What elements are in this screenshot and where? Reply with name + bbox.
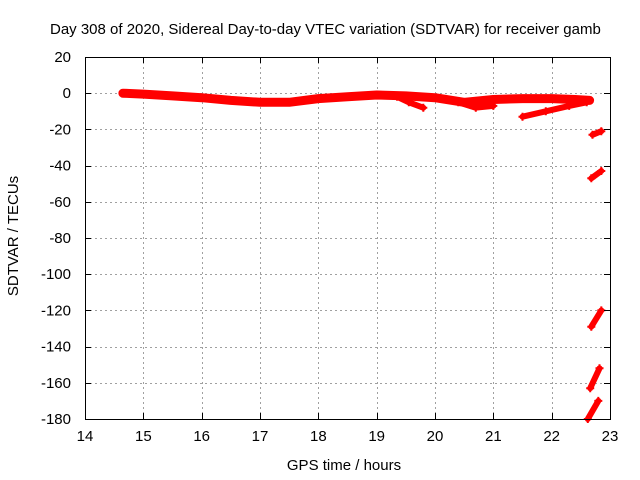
series-spur-3 — [519, 99, 590, 120]
x-tick-label: 15 — [135, 428, 152, 445]
data-point — [597, 167, 606, 175]
data-point — [256, 98, 264, 107]
y-tick-label: -160 — [41, 375, 71, 392]
y-tick-label: -40 — [49, 158, 71, 175]
x-tick-label: 18 — [310, 428, 327, 445]
data-point — [419, 103, 428, 112]
data-point — [489, 101, 498, 110]
y-tick-label: 20 — [54, 49, 71, 66]
data-point — [226, 96, 235, 105]
data-point — [285, 98, 294, 107]
data-point — [197, 93, 206, 102]
data-point — [597, 127, 606, 136]
data-point — [586, 384, 595, 393]
data-point — [588, 130, 597, 139]
data-point — [393, 92, 402, 101]
y-tick-label: -20 — [49, 121, 71, 138]
data-point — [547, 94, 556, 103]
y-tick-label: 0 — [63, 85, 71, 102]
grid-lines — [85, 57, 610, 419]
data-point — [314, 94, 323, 103]
data-point — [518, 94, 527, 103]
y-tick-label: -180 — [41, 411, 71, 428]
x-axis-label: GPS time / hours — [287, 457, 401, 474]
data-point — [565, 101, 574, 110]
chart-title: Day 308 of 2020, Sidereal Day-to-day VTE… — [50, 21, 601, 38]
y-tick-label: -140 — [41, 339, 71, 356]
y-tick-label: -80 — [49, 230, 71, 247]
series-seg-b — [588, 168, 605, 182]
y-axis-label: SDTVAR / TECUs — [5, 176, 22, 296]
x-tick-label: 22 — [543, 428, 560, 445]
data-point — [431, 93, 439, 102]
data-point — [541, 107, 550, 116]
x-tick-label: 20 — [427, 428, 444, 445]
series-main-trace — [118, 88, 595, 107]
data-point — [404, 98, 413, 107]
data-point — [582, 98, 591, 107]
series-seg-e — [584, 397, 602, 422]
data-point — [139, 90, 148, 99]
data-point — [597, 306, 606, 315]
x-tick-label: 16 — [193, 428, 210, 445]
data-point — [587, 322, 596, 331]
data-point — [343, 92, 352, 101]
series-seg-d — [587, 365, 603, 392]
x-tick-label: 21 — [485, 428, 502, 445]
data-series — [118, 88, 606, 423]
data-point — [587, 174, 596, 183]
y-tick-label: -120 — [41, 302, 71, 319]
data-point — [518, 112, 527, 121]
data-point — [118, 89, 127, 98]
data-point — [595, 364, 604, 373]
data-point — [594, 396, 603, 405]
y-tick-label: -60 — [49, 194, 71, 211]
x-tick-label: 17 — [252, 428, 269, 445]
axis-ticks: 14 15 16 17 18 19 20 21 22 23 20 0 -20 -40 -60 -80 -100 -… — [41, 49, 618, 445]
series-seg-c — [588, 307, 605, 330]
data-point — [471, 103, 480, 112]
data-point — [168, 91, 177, 100]
data-point — [454, 98, 463, 107]
y-tick-label: -100 — [41, 266, 71, 283]
data-point — [372, 91, 381, 99]
x-tick-label: 14 — [77, 428, 94, 445]
x-tick-label: 23 — [602, 428, 619, 445]
x-tick-label: 19 — [368, 428, 385, 445]
